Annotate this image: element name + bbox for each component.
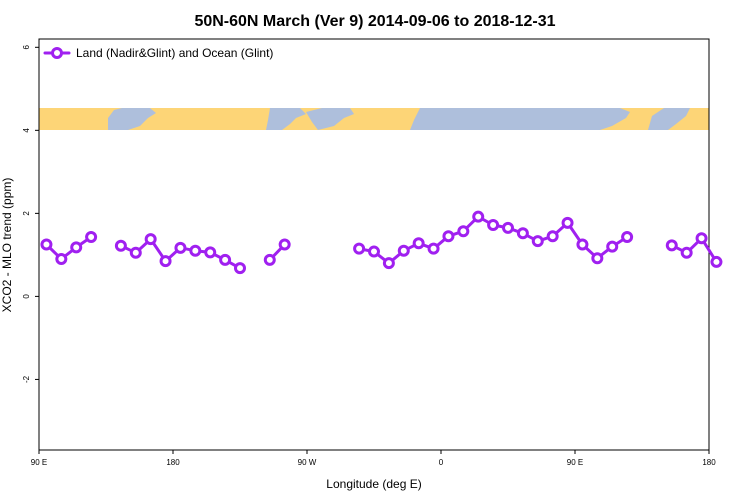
map-band bbox=[39, 108, 709, 130]
map-band-land-alaska bbox=[266, 108, 306, 130]
y-tick-label: 0 bbox=[22, 294, 31, 299]
x-tick-label: 0 bbox=[439, 458, 444, 467]
series-line-segment bbox=[44, 235, 93, 261]
data-point bbox=[502, 221, 514, 234]
x-axis-label: Longitude (deg E) bbox=[326, 477, 421, 491]
data-point bbox=[516, 227, 529, 240]
series-line-segment bbox=[670, 236, 718, 264]
data-point bbox=[710, 255, 723, 268]
data-point bbox=[561, 216, 574, 229]
data-point bbox=[621, 231, 634, 244]
data-point bbox=[665, 239, 678, 252]
data-point bbox=[278, 238, 291, 251]
legend-label: Land (Nadir&Glint) and Ocean (Glint) bbox=[76, 46, 273, 60]
data-point bbox=[219, 253, 232, 266]
series-group bbox=[40, 210, 723, 275]
legend-marker bbox=[51, 47, 63, 59]
data-point bbox=[531, 235, 544, 248]
data-point bbox=[70, 241, 83, 254]
data-point bbox=[591, 252, 604, 265]
data-point bbox=[368, 245, 380, 258]
chart-title: 50N-60N March (Ver 9) 2014-09-06 to 2018… bbox=[194, 13, 555, 30]
data-point bbox=[55, 253, 68, 266]
x-tick-label: 90 W bbox=[298, 458, 317, 467]
data-point bbox=[40, 238, 53, 251]
data-point bbox=[129, 246, 142, 259]
data-point bbox=[427, 242, 440, 255]
data-point bbox=[397, 244, 410, 257]
data-point bbox=[487, 218, 500, 231]
data-point bbox=[189, 244, 202, 257]
map-band-land-asia bbox=[108, 108, 156, 130]
map-band-land-kamchatka bbox=[648, 108, 690, 130]
map-band-land-canada bbox=[306, 108, 354, 130]
data-point bbox=[144, 233, 157, 246]
data-point bbox=[412, 237, 425, 250]
data-point bbox=[263, 253, 276, 266]
y-tick-label: 2 bbox=[22, 211, 31, 216]
data-point bbox=[695, 232, 708, 245]
y-axis-label: XCO2 - MLO trend (ppm) bbox=[0, 178, 14, 313]
data-point bbox=[606, 240, 619, 253]
x-tick-label: 180 bbox=[702, 458, 716, 467]
x-tick-label: 90 E bbox=[31, 458, 47, 467]
data-point bbox=[546, 230, 559, 243]
data-point bbox=[472, 210, 485, 223]
data-point bbox=[353, 242, 366, 255]
y-tick-label: -2 bbox=[22, 375, 31, 383]
map-band-land-europe-asia bbox=[410, 108, 630, 130]
x-tick-label: 90 E bbox=[567, 458, 583, 467]
data-point bbox=[576, 238, 589, 251]
data-point bbox=[85, 231, 98, 244]
data-point bbox=[442, 230, 455, 243]
data-point bbox=[234, 262, 246, 275]
data-point bbox=[174, 241, 187, 254]
legend: Land (Nadir&Glint) and Ocean (Glint) bbox=[43, 46, 273, 60]
data-point bbox=[680, 246, 693, 259]
y-tick-label: 6 bbox=[22, 45, 31, 50]
data-point bbox=[159, 255, 172, 268]
y-tick-label: 4 bbox=[22, 128, 31, 133]
data-point bbox=[457, 225, 470, 238]
y-axis: -2 0 2 4 6 bbox=[22, 45, 39, 383]
plot-frame bbox=[38, 38, 710, 451]
data-point bbox=[382, 257, 395, 270]
x-axis: 90 E 180 90 W 0 90 E 180 bbox=[31, 450, 716, 467]
data-point bbox=[114, 239, 127, 252]
x-tick-label: 180 bbox=[166, 458, 180, 467]
data-point bbox=[204, 246, 217, 259]
